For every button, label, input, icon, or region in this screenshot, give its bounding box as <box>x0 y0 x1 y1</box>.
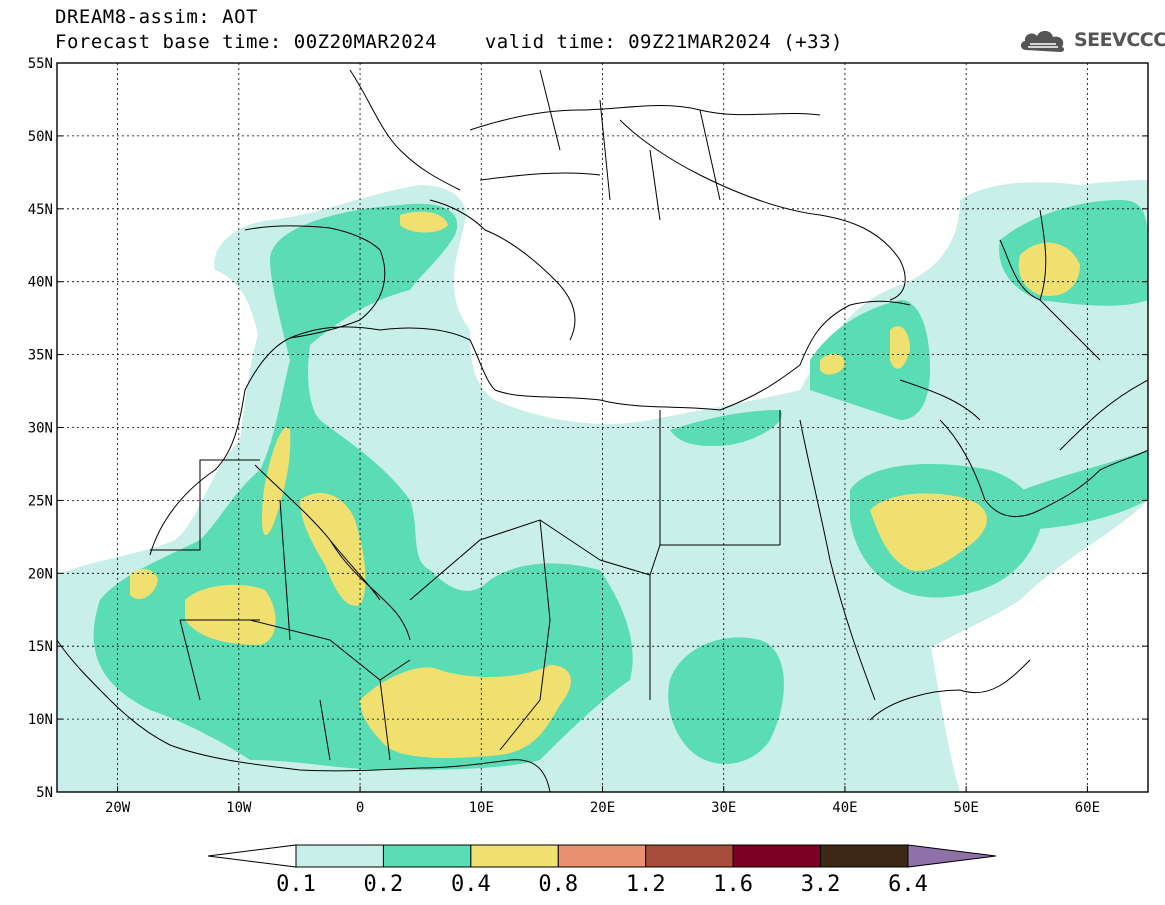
lat-tick-label: 35N <box>28 348 53 364</box>
lon-tick-label: 60E <box>1075 800 1100 816</box>
base-time-label: Forecast base time: 00Z20MAR2024 <box>55 31 438 53</box>
colorbar-label: 1.6 <box>713 872 753 897</box>
lat-tick-label: 20N <box>28 566 53 582</box>
lat-tick-label: 55N <box>28 56 53 72</box>
colorbar-swatch <box>295 844 384 868</box>
colorbar: 0.1 0.2 0.4 0.8 1.2 1.6 3.2 6.4 <box>207 844 997 897</box>
lat-tick-label: 10N <box>28 712 53 728</box>
cloud-logo-icon <box>1020 30 1065 52</box>
colorbar-label: 0.8 <box>538 872 578 897</box>
colorbar-label: 0.4 <box>451 872 491 897</box>
longitude-labels: 20W 10W 0 10E 20E 30E 40E 50E 60E <box>105 800 1100 816</box>
lon-tick-label: 30E <box>711 800 736 816</box>
colorbar-label: 3.2 <box>801 872 841 897</box>
map-title: DREAM8-assim: AOT <box>55 6 258 28</box>
seevccc-logo: SEEVCCC <box>1018 26 1165 54</box>
colorbar-swatch <box>645 844 734 868</box>
latitude-labels: 55N 50N 45N 40N 35N 30N 25N 20N 15N 10N 5N <box>28 56 53 801</box>
lat-tick-label: 40N <box>28 275 53 291</box>
map-frame <box>56 62 1149 793</box>
colorbar-swatch <box>382 844 472 868</box>
colorbar-swatch <box>557 844 647 868</box>
lat-tick-label: 15N <box>28 639 53 655</box>
colorbar-swatch <box>820 844 909 868</box>
aot-contours <box>57 180 1148 792</box>
colorbar-label: 0.2 <box>364 872 404 897</box>
valid-time-label: valid time: 09Z21MAR2024 (+33) <box>484 31 843 53</box>
lat-tick-label: 45N <box>28 202 53 218</box>
gridlines <box>57 62 1148 793</box>
colorbar-high-triangle <box>907 844 997 868</box>
aot-band-0.4 <box>130 211 1080 758</box>
lon-tick-label: 40E <box>832 800 857 816</box>
coastlines <box>57 69 1148 792</box>
colorbar-swatch <box>470 844 559 868</box>
forecast-times: Forecast base time: 00Z20MAR2024 valid t… <box>55 31 843 53</box>
lon-tick-label: 50E <box>954 800 979 816</box>
lon-tick-label: 10W <box>226 800 252 816</box>
lat-tick-label: 50N <box>28 129 53 145</box>
colorbar-label: 1.2 <box>626 872 666 897</box>
lon-tick-label: 0 <box>356 800 364 816</box>
colorbar-label: 0.1 <box>276 872 316 897</box>
colorbar-label: 6.4 <box>888 872 928 897</box>
lat-tick-label: 25N <box>28 493 53 509</box>
colorbar-swatch <box>732 844 822 868</box>
logo-text: SEEVCCC <box>1074 29 1165 51</box>
lat-tick-label: 30N <box>28 421 53 437</box>
colorbar-low-triangle <box>207 844 297 868</box>
lon-tick-label: 20E <box>590 800 615 816</box>
lon-tick-label: 10E <box>469 800 494 816</box>
lon-tick-label: 20W <box>105 800 131 816</box>
lat-tick-label: 5N <box>36 785 53 801</box>
